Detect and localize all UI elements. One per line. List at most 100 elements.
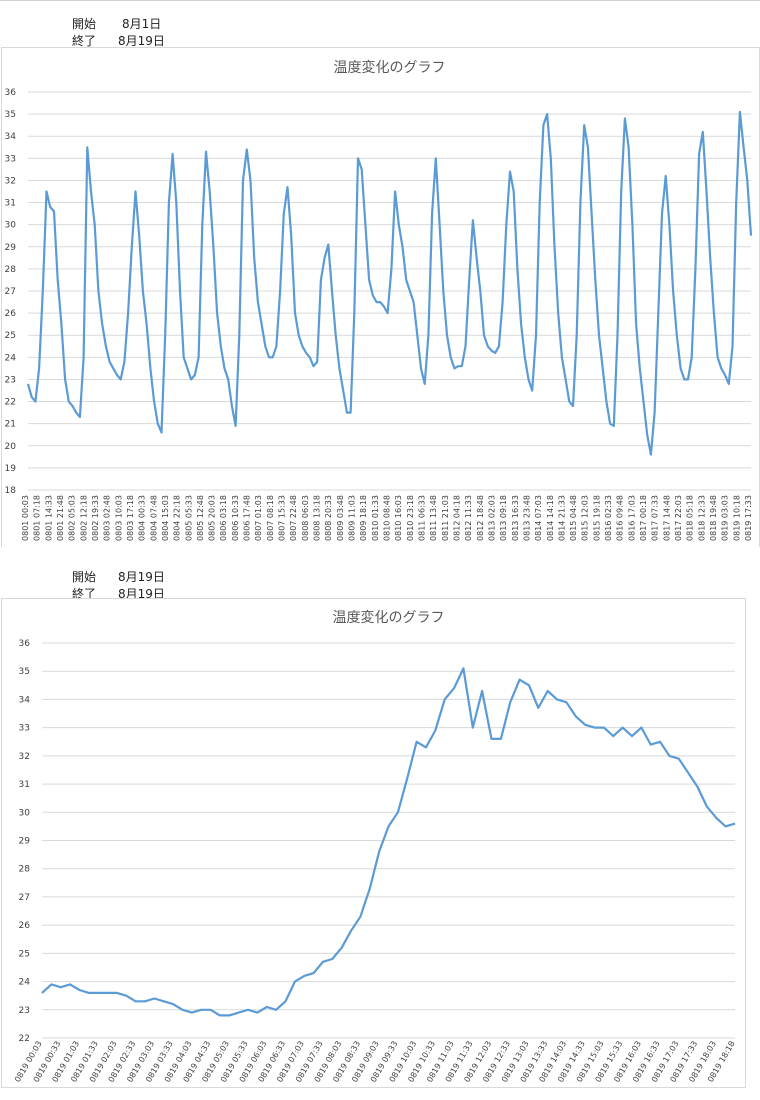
chart-1-y-tick-label: 21 bbox=[5, 420, 16, 430]
chart-1-x-tick-label: 0811 21:03 bbox=[441, 495, 450, 541]
chart-2-y-tick-label: 31 bbox=[19, 780, 30, 790]
chart-1-x-tick-label: 0818 05:18 bbox=[686, 495, 695, 541]
chart-1-x-tick-label: 0812 11:33 bbox=[464, 495, 473, 541]
chart-1-x-tick-label: 0809 18:18 bbox=[359, 495, 368, 541]
chart-1-y-tick-label: 35 bbox=[5, 110, 16, 120]
chart-1-y-tick-label: 27 bbox=[5, 287, 16, 297]
end-value-1: 8月19日 bbox=[118, 34, 165, 48]
chart-1-y-tick-label: 28 bbox=[5, 265, 17, 275]
chart-1-x-tick-label: 0813 02:03 bbox=[487, 495, 496, 541]
chart-1-series-line bbox=[26, 110, 753, 456]
chart-panel-2: 温度変化のグラフ 22 23 24 25 26 27 28 29 30 31 32 33 34 35 36 08… bbox=[1, 598, 746, 1088]
chart-1-svg: 温度変化のグラフ 18 19 20 21 22 23 24 25 26 27 28 29 30 31 32 33… bbox=[5, 59, 753, 541]
chart-2-y-tick-label: 22 bbox=[19, 1034, 30, 1044]
chart-1-x-tick-label: 0816 09:48 bbox=[616, 495, 625, 541]
chart-2-y-tick-label: 24 bbox=[19, 978, 31, 988]
chart-1-x-tick-label: 0807 01:03 bbox=[254, 495, 263, 541]
chart-1-title: 温度変化のグラフ bbox=[334, 59, 446, 76]
chart-1-y-tick-label: 29 bbox=[5, 243, 17, 253]
chart-2-y-tick-label: 30 bbox=[19, 808, 31, 818]
chart-1-x-tick-label: 0818 12:33 bbox=[697, 495, 706, 541]
start-value-1: 8月1日 bbox=[122, 17, 162, 31]
chart-1-y-tick-label: 33 bbox=[5, 154, 16, 164]
chart-1-y-tick-label: 26 bbox=[5, 309, 17, 319]
chart-2-y-tick-label: 29 bbox=[19, 837, 31, 847]
chart-2-series-line bbox=[41, 667, 736, 1017]
chart-1-y-tick-label: 30 bbox=[5, 221, 17, 231]
chart-1-x-tick-label: 0807 08:18 bbox=[266, 495, 275, 541]
chart-2-y-tick-label: 23 bbox=[19, 1006, 30, 1016]
chart-2-y-tick-label: 26 bbox=[19, 921, 31, 931]
chart-2-y-tick-label: 34 bbox=[19, 695, 31, 705]
section-gap bbox=[0, 547, 760, 553]
chart-1-x-tick-label: 0805 20:03 bbox=[208, 495, 217, 541]
chart-1-x-tick-label: 0811 13:48 bbox=[429, 495, 438, 541]
chart-1-x-tick-label: 0810 01:33 bbox=[371, 495, 380, 541]
chart-1-x-tick-label: 0814 07:03 bbox=[534, 495, 543, 541]
chart-1-x-tick-label: 0810 16:03 bbox=[394, 495, 403, 541]
chart-1-x-tick-label: 0810 23:18 bbox=[406, 495, 415, 541]
chart-1-y-tick-label: 31 bbox=[5, 199, 16, 209]
chart-1-x-tick-label: 0810 08:48 bbox=[383, 495, 392, 541]
chart-1-y-tick-label: 23 bbox=[5, 375, 16, 385]
chart-1-x-tick-label: 0801 21:48 bbox=[56, 495, 65, 541]
chart-2-y-tick-label: 27 bbox=[19, 893, 30, 903]
chart-1-x-tick-label: 0817 14:48 bbox=[662, 495, 671, 541]
chart-1-x-tick-label: 0801 00:03 bbox=[21, 495, 30, 541]
end-label-1: 終了 bbox=[72, 34, 97, 48]
chart-1-x-tick-label: 0804 00:33 bbox=[138, 495, 147, 541]
chart-1-x-tick-label: 0813 23:48 bbox=[522, 495, 531, 541]
chart-1-x-tick-label: 0805 12:48 bbox=[196, 495, 205, 541]
chart-2-title: 温度変化のグラフ bbox=[333, 609, 445, 626]
chart-1-y-tick-label: 32 bbox=[5, 176, 16, 186]
chart-1-y-tick-label: 22 bbox=[5, 398, 16, 408]
chart-1-x-tick-label: 0802 19:33 bbox=[91, 495, 100, 541]
chart-1-x-tick-label: 0803 17:18 bbox=[126, 495, 135, 541]
chart-1-x-tick-label: 0805 05:33 bbox=[184, 495, 193, 541]
chart-1-x-tick-label: 0801 14:33 bbox=[44, 495, 53, 541]
chart-1-y-tick-label: 19 bbox=[5, 464, 17, 474]
top-border bbox=[0, 0, 760, 1]
chart-1-x-tick-label: 0804 07:48 bbox=[149, 495, 158, 541]
chart-1-x-tick-label: 0816 17:03 bbox=[627, 495, 636, 541]
chart-1-x-tick-label: 0815 19:18 bbox=[592, 495, 601, 541]
chart-1-x-tick-label: 0818 19:48 bbox=[709, 495, 718, 541]
chart-1-x-tick-label: 0801 07:18 bbox=[33, 495, 42, 541]
chart-1-x-tick-label: 0803 10:03 bbox=[114, 495, 123, 541]
chart-1-x-tick-label: 0808 13:18 bbox=[313, 495, 322, 541]
chart-1-x-tick-label: 0819 10:18 bbox=[732, 495, 741, 541]
chart-1-y-tick-label: 24 bbox=[5, 353, 17, 363]
chart-1-x-tick-label: 0809 03:48 bbox=[336, 495, 345, 541]
chart-1-x-tick-label: 0806 10:33 bbox=[231, 495, 240, 541]
chart-1-x-tick-label: 0804 15:03 bbox=[161, 495, 170, 541]
start-value-2: 8月19日 bbox=[118, 570, 165, 584]
chart-1-x-tick-label: 0802 05:03 bbox=[68, 495, 77, 541]
chart-1-x-tick-label: 0808 06:03 bbox=[301, 495, 310, 541]
chart-1-x-tick-label: 0807 15:33 bbox=[278, 495, 287, 541]
chart-2-y-tick-label: 36 bbox=[19, 639, 31, 649]
chart-1-x-tick-label: 0817 00:18 bbox=[639, 495, 648, 541]
chart-1-x-tick-label: 0806 03:18 bbox=[219, 495, 228, 541]
chart-1-x-tick-label: 0802 12:18 bbox=[79, 495, 88, 541]
chart-1-y-tick-label: 36 bbox=[5, 88, 17, 98]
chart-2-y-tick-label: 32 bbox=[19, 752, 30, 762]
chart-1-x-tick-label: 0813 16:33 bbox=[511, 495, 520, 541]
chart-1-y-tick-label: 25 bbox=[5, 331, 16, 341]
end-label-2: 終了 bbox=[72, 587, 97, 601]
chart-2-y-tick-label: 28 bbox=[19, 865, 31, 875]
chart-1-x-tick-label: 0815 04:48 bbox=[569, 495, 578, 541]
chart-2-svg: 温度変化のグラフ22232425262728293031323334353608… bbox=[13, 609, 737, 1084]
chart-1-x-tick-label: 0809 11:03 bbox=[348, 495, 357, 541]
chart-1-x-tick-label: 0807 22:48 bbox=[289, 495, 298, 541]
start-label-2: 開始 bbox=[72, 570, 97, 584]
chart-1-x-tick-label: 0817 07:33 bbox=[651, 495, 660, 541]
chart-2-y-tick-label: 35 bbox=[19, 667, 30, 677]
chart-panel-1: 温度変化のグラフ 18 19 20 21 22 23 24 25 26 27 28 29 30 31 32 33… bbox=[1, 47, 760, 548]
chart-1-x-tick-label: 0813 09:18 bbox=[499, 495, 508, 541]
chart-1-x-tick-label: 0814 21:33 bbox=[557, 495, 566, 541]
chart-1-x-tick-label: 0819 03:03 bbox=[721, 495, 730, 541]
start-label-1: 開始 bbox=[72, 17, 97, 31]
chart-2-y-tick-label: 25 bbox=[19, 949, 30, 959]
chart-1-x-tick-label: 0808 20:33 bbox=[324, 495, 333, 541]
chart-1-x-tick-label: 0806 17:48 bbox=[243, 495, 252, 541]
